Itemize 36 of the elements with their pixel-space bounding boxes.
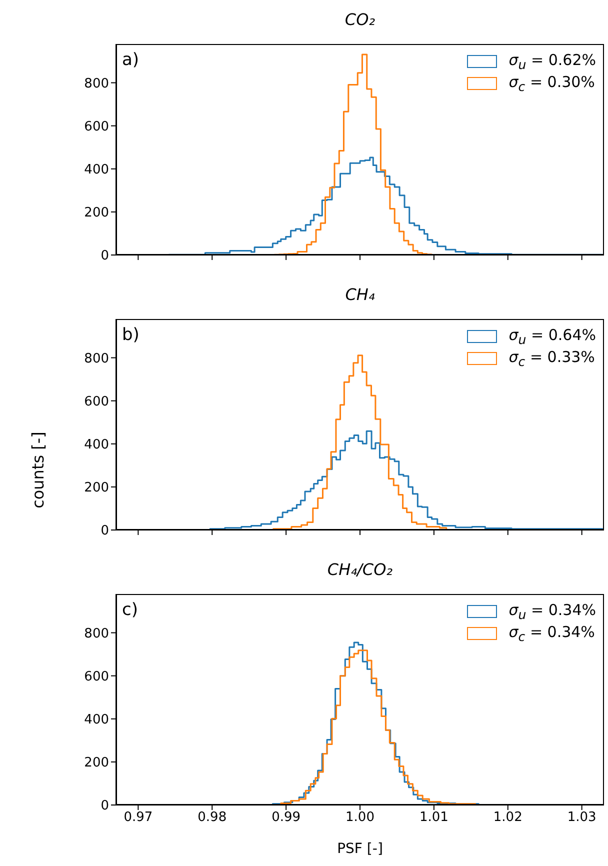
y-tick-label: 0 [100, 798, 109, 814]
y-tick-label: 800 [84, 351, 109, 366]
y-tick-label: 0 [100, 248, 109, 264]
x-tick-label: 1.01 [419, 810, 448, 826]
y-tick-label: 200 [84, 480, 109, 496]
annotation: a) [122, 50, 140, 70]
x-tick-label: 1.03 [567, 810, 596, 826]
x-tick-label: 1.00 [346, 810, 374, 826]
chart-title: CO₂ [344, 10, 376, 29]
y-axis-title: counts [-] [28, 431, 48, 508]
legend-label: σ$_{c}$ = 0.30% [508, 72, 595, 94]
x-tick-label: 0.97 [124, 810, 153, 826]
y-tick-label: 200 [84, 756, 109, 771]
legend-label: σ$_{u}$ = 0.64% [508, 326, 596, 346]
y-tick-label: 600 [84, 119, 109, 134]
y-tick-label: 600 [84, 669, 109, 684]
annotation: b) [122, 325, 140, 345]
x-tick-label: 0.98 [198, 810, 227, 826]
y-tick-label: 800 [84, 626, 109, 642]
legend-label: σ$_{c}$ = 0.34% [508, 622, 595, 644]
y-tick-label: 400 [84, 162, 109, 178]
x-axis-title: PSF [-] [337, 841, 383, 857]
chart-title: CH₄ [344, 285, 376, 304]
legend-label: σ$_{u}$ = 0.34% [508, 600, 596, 622]
chart-title: CH₄/CO₂ [326, 560, 394, 579]
y-tick-label: 400 [84, 437, 109, 452]
y-tick-label: 600 [84, 394, 109, 410]
y-tick-label: 400 [84, 712, 109, 728]
y-tick-label: 800 [84, 76, 109, 92]
legend-label: σ$_{c}$ = 0.33% [508, 348, 595, 368]
x-tick-label: 0.99 [272, 810, 301, 826]
annotation: c) [122, 600, 138, 620]
x-tick-label: 1.02 [493, 810, 522, 826]
legend-label: σ$_{u}$ = 0.62% [508, 50, 596, 72]
y-tick-label: 200 [84, 206, 109, 221]
y-tick-label: 0 [100, 524, 109, 539]
